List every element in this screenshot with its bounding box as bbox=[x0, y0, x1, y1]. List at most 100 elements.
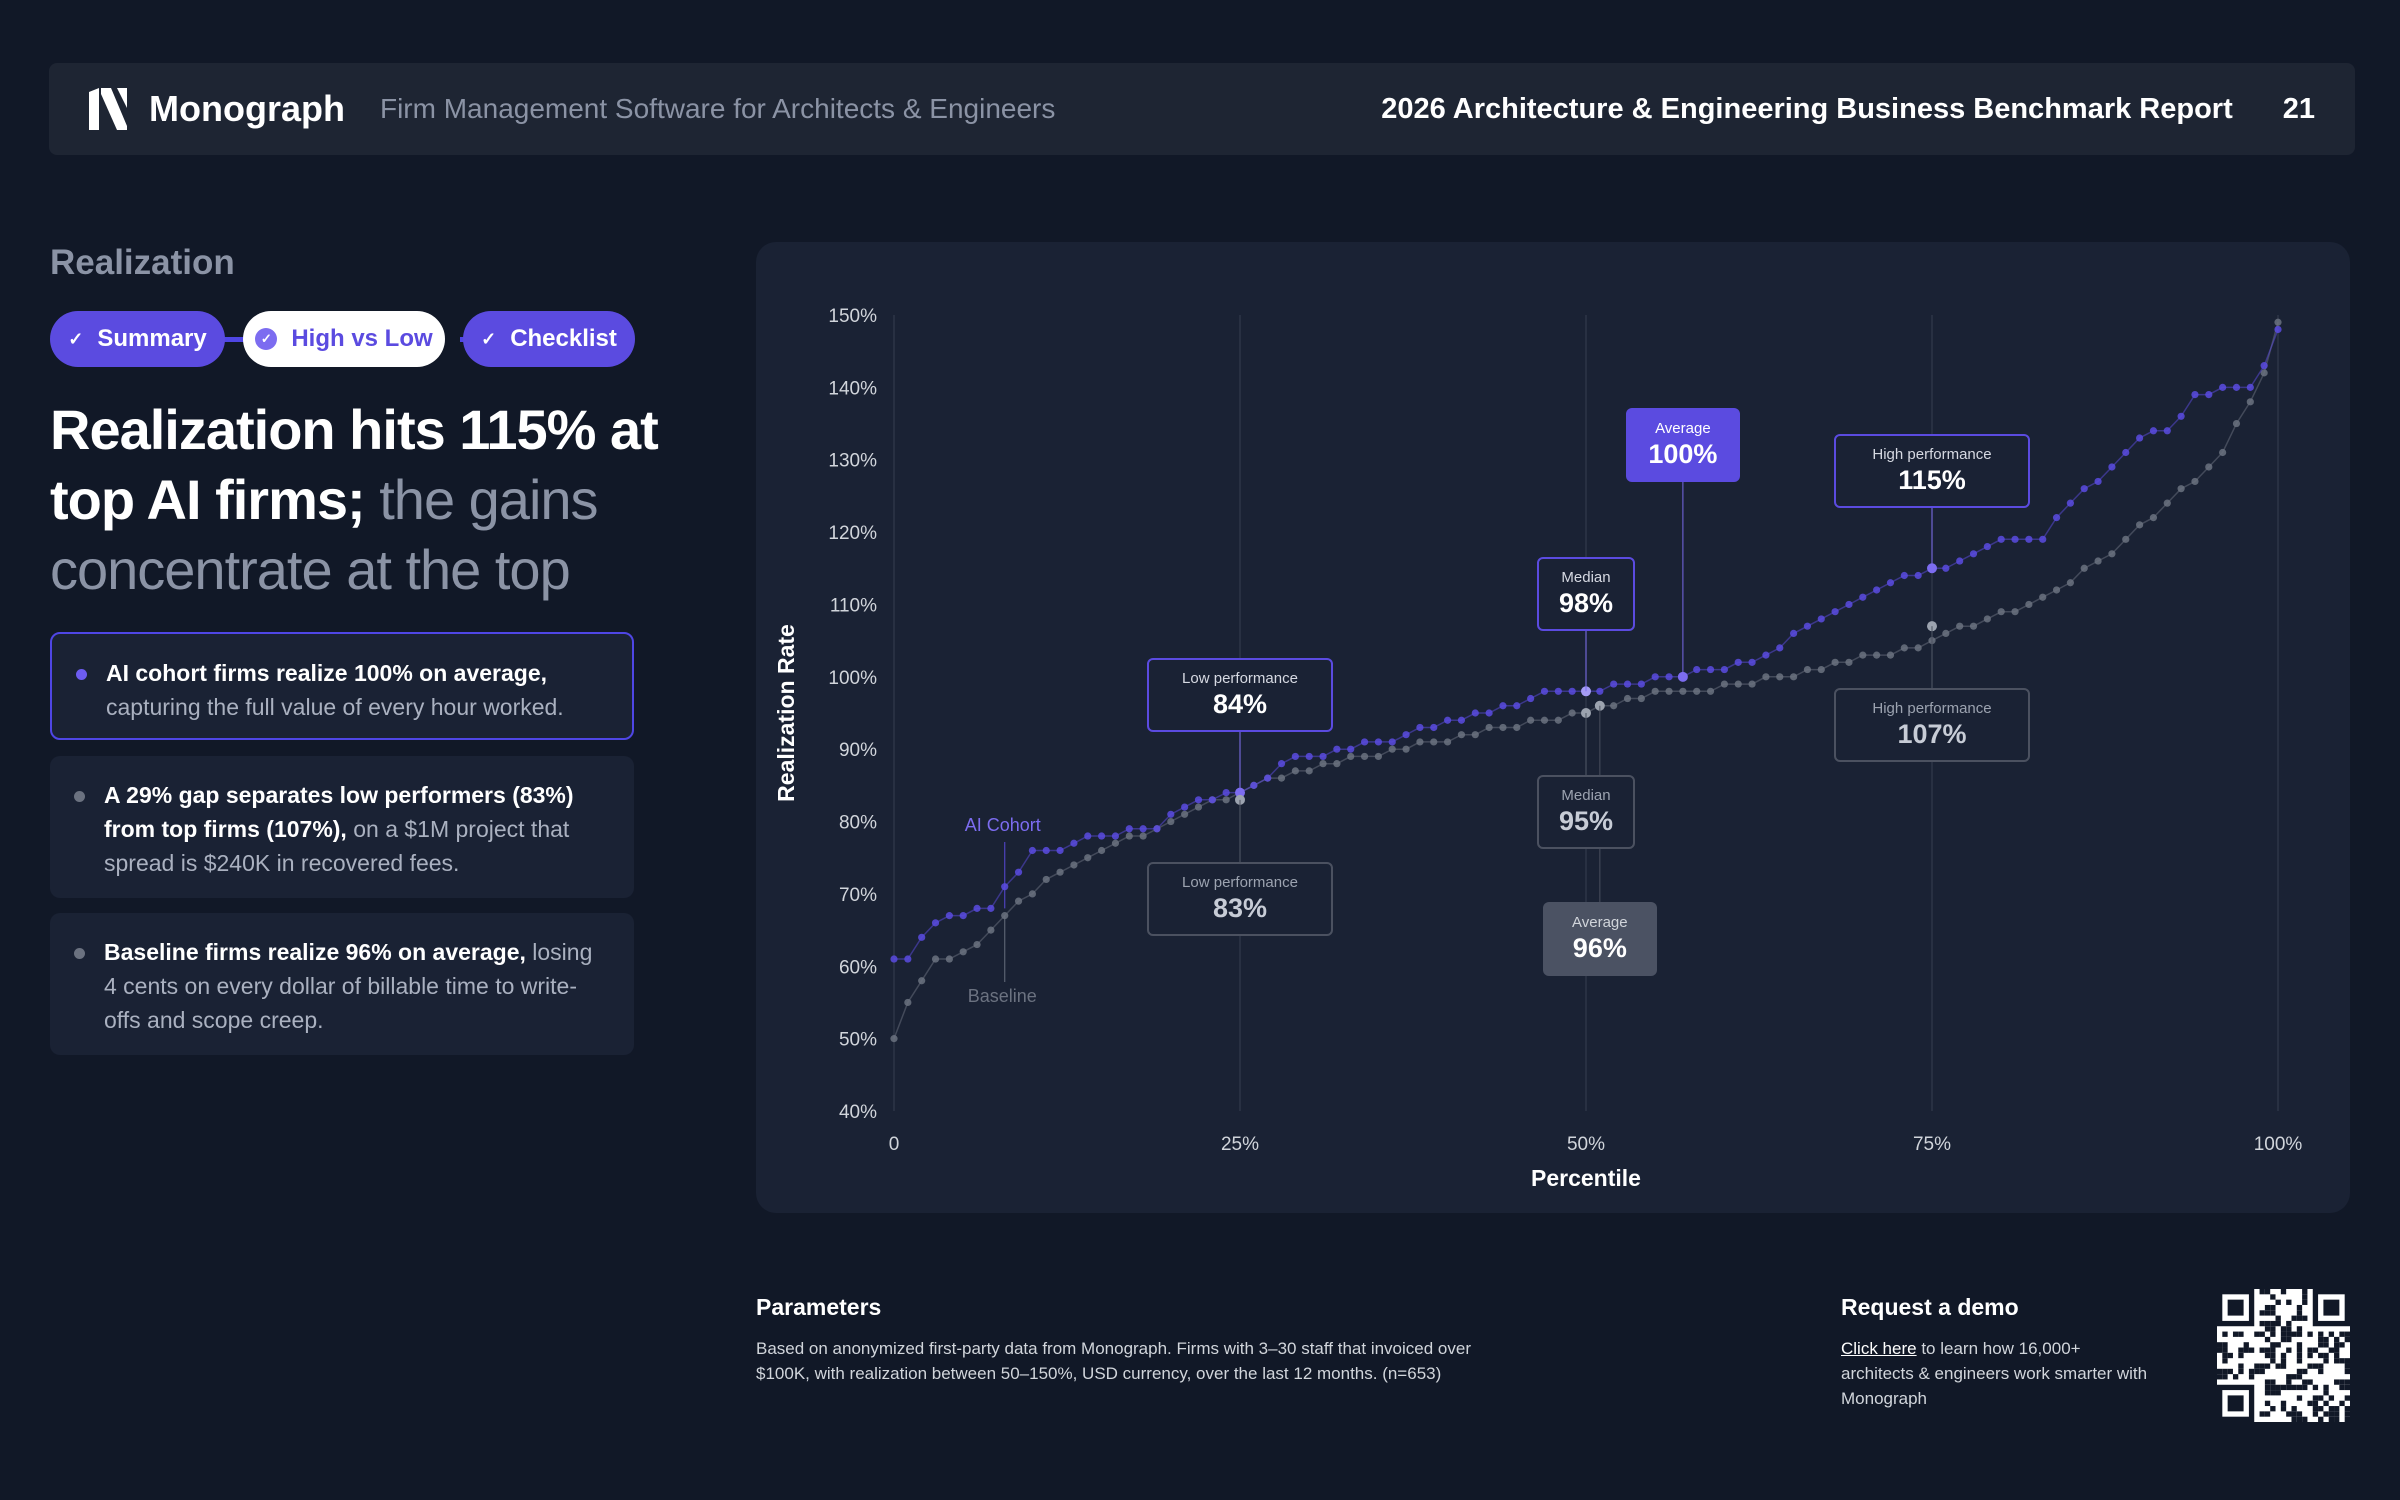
data-point bbox=[2163, 499, 2171, 507]
data-point bbox=[1914, 571, 1922, 580]
bullet-icon bbox=[74, 791, 85, 802]
callout-ai-median: Median 98% bbox=[1537, 557, 1635, 631]
qr-module bbox=[2323, 1299, 2340, 1316]
qr-module bbox=[2227, 1395, 2244, 1412]
data-point bbox=[1084, 854, 1092, 862]
brand-tagline: Firm Management Software for Architects … bbox=[379, 93, 1056, 124]
data-point bbox=[1734, 658, 1742, 666]
data-point bbox=[2274, 325, 2282, 334]
qr-module bbox=[2328, 1331, 2335, 1337]
qr-module bbox=[2296, 1374, 2303, 1380]
qr-module bbox=[2275, 1299, 2281, 1305]
data-point bbox=[1250, 781, 1258, 789]
callout-label: Average bbox=[1655, 420, 1711, 437]
qr-module bbox=[2264, 1347, 2271, 1353]
data-point bbox=[1540, 687, 1549, 695]
data-point bbox=[1374, 752, 1382, 761]
qr-module bbox=[2217, 1374, 2223, 1380]
qr-code-icon[interactable] bbox=[2217, 1289, 2350, 1422]
qr-module bbox=[2222, 1352, 2228, 1359]
data-point bbox=[1319, 752, 1327, 761]
qr-module bbox=[2339, 1358, 2345, 1364]
qr-module bbox=[2291, 1331, 2297, 1337]
data-point bbox=[1388, 745, 1396, 753]
qr-module bbox=[2312, 1347, 2319, 1353]
qr-module bbox=[2254, 1368, 2260, 1375]
tab-label: Summary bbox=[97, 325, 207, 352]
qr-module bbox=[2280, 1384, 2287, 1391]
qr-module bbox=[2323, 1400, 2329, 1407]
data-point bbox=[1527, 716, 1535, 724]
data-point bbox=[1098, 846, 1106, 855]
data-point bbox=[2177, 412, 2185, 420]
check-icon: ✓ bbox=[255, 328, 278, 350]
y-tick-label: 60% bbox=[839, 957, 877, 978]
callout-ai-low: Low performance 84% bbox=[1147, 658, 1333, 732]
tab-checklist[interactable]: ✓ Checklist bbox=[463, 311, 635, 367]
data-point bbox=[1554, 687, 1562, 695]
qr-module bbox=[2302, 1368, 2308, 1375]
data-point bbox=[1208, 796, 1216, 804]
data-point bbox=[2177, 485, 2185, 493]
data-point bbox=[1790, 629, 1798, 637]
data-point bbox=[1014, 868, 1023, 876]
data-point bbox=[2260, 369, 2268, 377]
qr-module bbox=[2243, 1347, 2249, 1353]
data-point bbox=[2191, 477, 2199, 486]
qr-module bbox=[2264, 1352, 2271, 1359]
data-point bbox=[1056, 846, 1064, 855]
data-point bbox=[1360, 752, 1369, 761]
bullet-icon bbox=[76, 669, 87, 680]
data-point bbox=[1831, 658, 1839, 666]
data-point bbox=[1139, 825, 1147, 833]
data-point bbox=[1485, 709, 1493, 717]
data-point bbox=[1319, 760, 1327, 768]
brand-name[interactable]: Monograph bbox=[149, 88, 345, 129]
y-tick-label: 140% bbox=[828, 378, 877, 399]
data-point bbox=[1181, 803, 1189, 811]
data-point bbox=[1333, 745, 1341, 753]
qr-module bbox=[2280, 1358, 2287, 1364]
data-point bbox=[2274, 318, 2282, 326]
data-point bbox=[1347, 745, 1355, 753]
data-point bbox=[1900, 644, 1908, 652]
monograph-logo-icon[interactable] bbox=[89, 88, 127, 130]
callout-value: 84% bbox=[1212, 689, 1268, 719]
qr-module bbox=[2254, 1363, 2260, 1369]
qr-module bbox=[2344, 1331, 2350, 1337]
data-point bbox=[1610, 680, 1618, 688]
data-point bbox=[1084, 832, 1092, 840]
data-point bbox=[1111, 832, 1120, 840]
page-headline: Realization hits 115% at top AI firms; t… bbox=[50, 395, 670, 605]
data-point bbox=[2039, 593, 2047, 601]
tab-summary[interactable]: ✓ Summary bbox=[50, 311, 225, 367]
data-point bbox=[931, 955, 940, 963]
x-tick-label: 50% bbox=[1567, 1134, 1605, 1155]
insight-strong: AI cohort firms realize 100% on average, bbox=[106, 660, 548, 686]
x-tick-label: 25% bbox=[1221, 1134, 1259, 1155]
qr-module bbox=[2302, 1384, 2308, 1391]
qr-module bbox=[2296, 1326, 2303, 1332]
data-point bbox=[2191, 391, 2199, 399]
qr-module bbox=[2334, 1342, 2340, 1348]
y-tick-label: 100% bbox=[828, 668, 877, 689]
y-tick-label: 90% bbox=[839, 740, 877, 761]
tab-high-vs-low[interactable]: ✓ High vs Low bbox=[243, 311, 445, 367]
insight-card: A 29% gap separates low performers (83%)… bbox=[50, 756, 634, 898]
qr-module bbox=[2238, 1363, 2244, 1369]
data-point bbox=[904, 998, 912, 1007]
data-point bbox=[1803, 665, 1812, 674]
y-tick-label: 110% bbox=[830, 595, 877, 616]
data-point bbox=[1388, 738, 1396, 746]
data-point bbox=[1222, 796, 1230, 804]
y-tick-label: 70% bbox=[839, 885, 877, 906]
qr-module bbox=[2323, 1384, 2329, 1391]
data-point bbox=[1457, 716, 1466, 724]
callout-value: 98% bbox=[1558, 588, 1614, 618]
qr-module bbox=[2328, 1395, 2335, 1401]
qr-module bbox=[2312, 1395, 2319, 1401]
data-point bbox=[2011, 608, 2019, 616]
data-point bbox=[1610, 702, 1618, 710]
demo-link[interactable]: Click here bbox=[1841, 1339, 1917, 1358]
data-point bbox=[1665, 673, 1673, 681]
